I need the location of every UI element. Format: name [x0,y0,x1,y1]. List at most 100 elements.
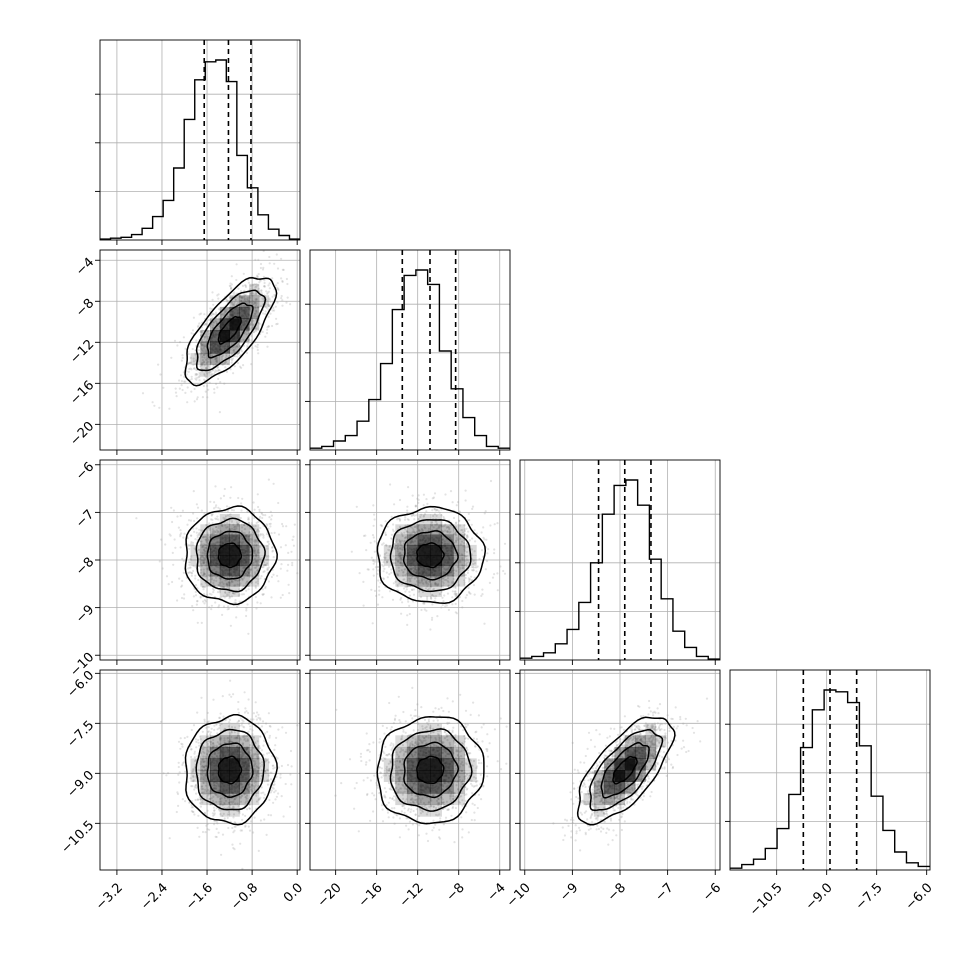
scatter-point [240,789,243,792]
scatter-point [253,561,256,564]
scatter-point [465,550,468,554]
scatter-point [256,569,259,572]
scatter-point [388,545,391,549]
scatter-point [270,532,273,535]
scatter-point [271,546,274,549]
scatter-point [217,297,220,300]
scatter-point [415,523,418,526]
scatter-point [219,577,222,580]
scatter-point [275,736,278,740]
scatter-point [240,502,243,505]
scatter-point [250,537,253,540]
scatter-point [248,744,252,747]
scatter-point [210,743,213,746]
scatter-point [204,600,207,603]
scatter-point [455,541,458,544]
scatter-point [203,364,206,367]
scatter-point [229,740,232,743]
scatter-point [196,376,199,379]
scatter-point [250,790,253,793]
scatter-point [205,575,208,578]
scatter-point [217,752,220,755]
scatter-point [189,566,192,569]
scatter-point [232,693,235,696]
scatter-point [229,528,232,532]
scatter-point [444,571,447,575]
scatter-point [259,262,263,266]
scatter-point [259,534,262,537]
scatter-point [270,518,273,521]
scatter-point [427,527,431,530]
scatter-point [206,576,209,580]
scatter-point [255,544,258,547]
scatter-point [425,498,428,501]
scatter-point [277,287,280,290]
scatter-point [470,566,473,569]
scatter-point [398,539,401,542]
scatter-point [379,581,382,584]
scatter-point [238,600,241,603]
scatter-point [472,566,475,569]
scatter-point [257,520,260,524]
scatter-point [192,316,195,319]
scatter-point [251,294,254,297]
scatter-point [207,388,210,391]
scatter-point [223,741,226,745]
scatter-point [263,564,266,567]
panel-area [520,460,720,660]
scatter-point [215,755,219,758]
scatter-point [461,558,464,561]
scatter-point [197,738,200,742]
scatter-point [241,813,244,816]
scatter-point [209,361,212,364]
scatter-point [186,523,189,526]
scatter-point [262,564,265,567]
scatter-point [200,331,203,334]
scatter-point [214,530,217,533]
y-tick-label-1-2: −12 [67,337,97,367]
y-tick-label-1-4: −4 [73,255,97,279]
scatter-point [232,509,235,512]
scatter-point [263,279,266,282]
scatter-point [275,317,278,320]
scatter-point [207,774,210,777]
scatter-point [398,551,401,554]
scatter-point [468,578,471,582]
scatter-point [178,387,181,390]
scatter-point [210,797,213,800]
scatter-point [457,561,460,564]
scatter-point [397,566,400,569]
density-cell [229,555,240,566]
scatter-point [464,555,467,558]
scatter-point [254,770,257,774]
scatter-point [257,785,260,788]
scatter-point [249,533,253,536]
scatter-point [215,565,218,568]
scatter-point [231,843,234,846]
scatter-point [246,794,249,798]
scatter-point [249,293,252,296]
scatter-point [264,771,267,774]
scatter-point [193,519,196,523]
scatter-point [268,305,271,308]
scatter-point [419,581,422,584]
scatter-point [218,581,221,585]
scatter-point [467,586,470,590]
scatter-point [265,558,268,561]
density-cell [200,544,211,556]
scatter-point [192,512,195,515]
scatter-point [434,597,437,600]
scatter-point [234,579,237,582]
scatter-point [409,573,412,577]
scatter-point [202,574,205,577]
scatter-point [391,528,395,531]
scatter-point [253,566,256,569]
scatter-point [263,285,266,288]
scatter-point [253,549,256,553]
scatter-point [190,728,193,732]
scatter-point [235,737,238,740]
scatter-point [268,516,271,519]
scatter-point [411,540,414,543]
density-cell [418,565,431,577]
scatter-point [253,760,256,763]
